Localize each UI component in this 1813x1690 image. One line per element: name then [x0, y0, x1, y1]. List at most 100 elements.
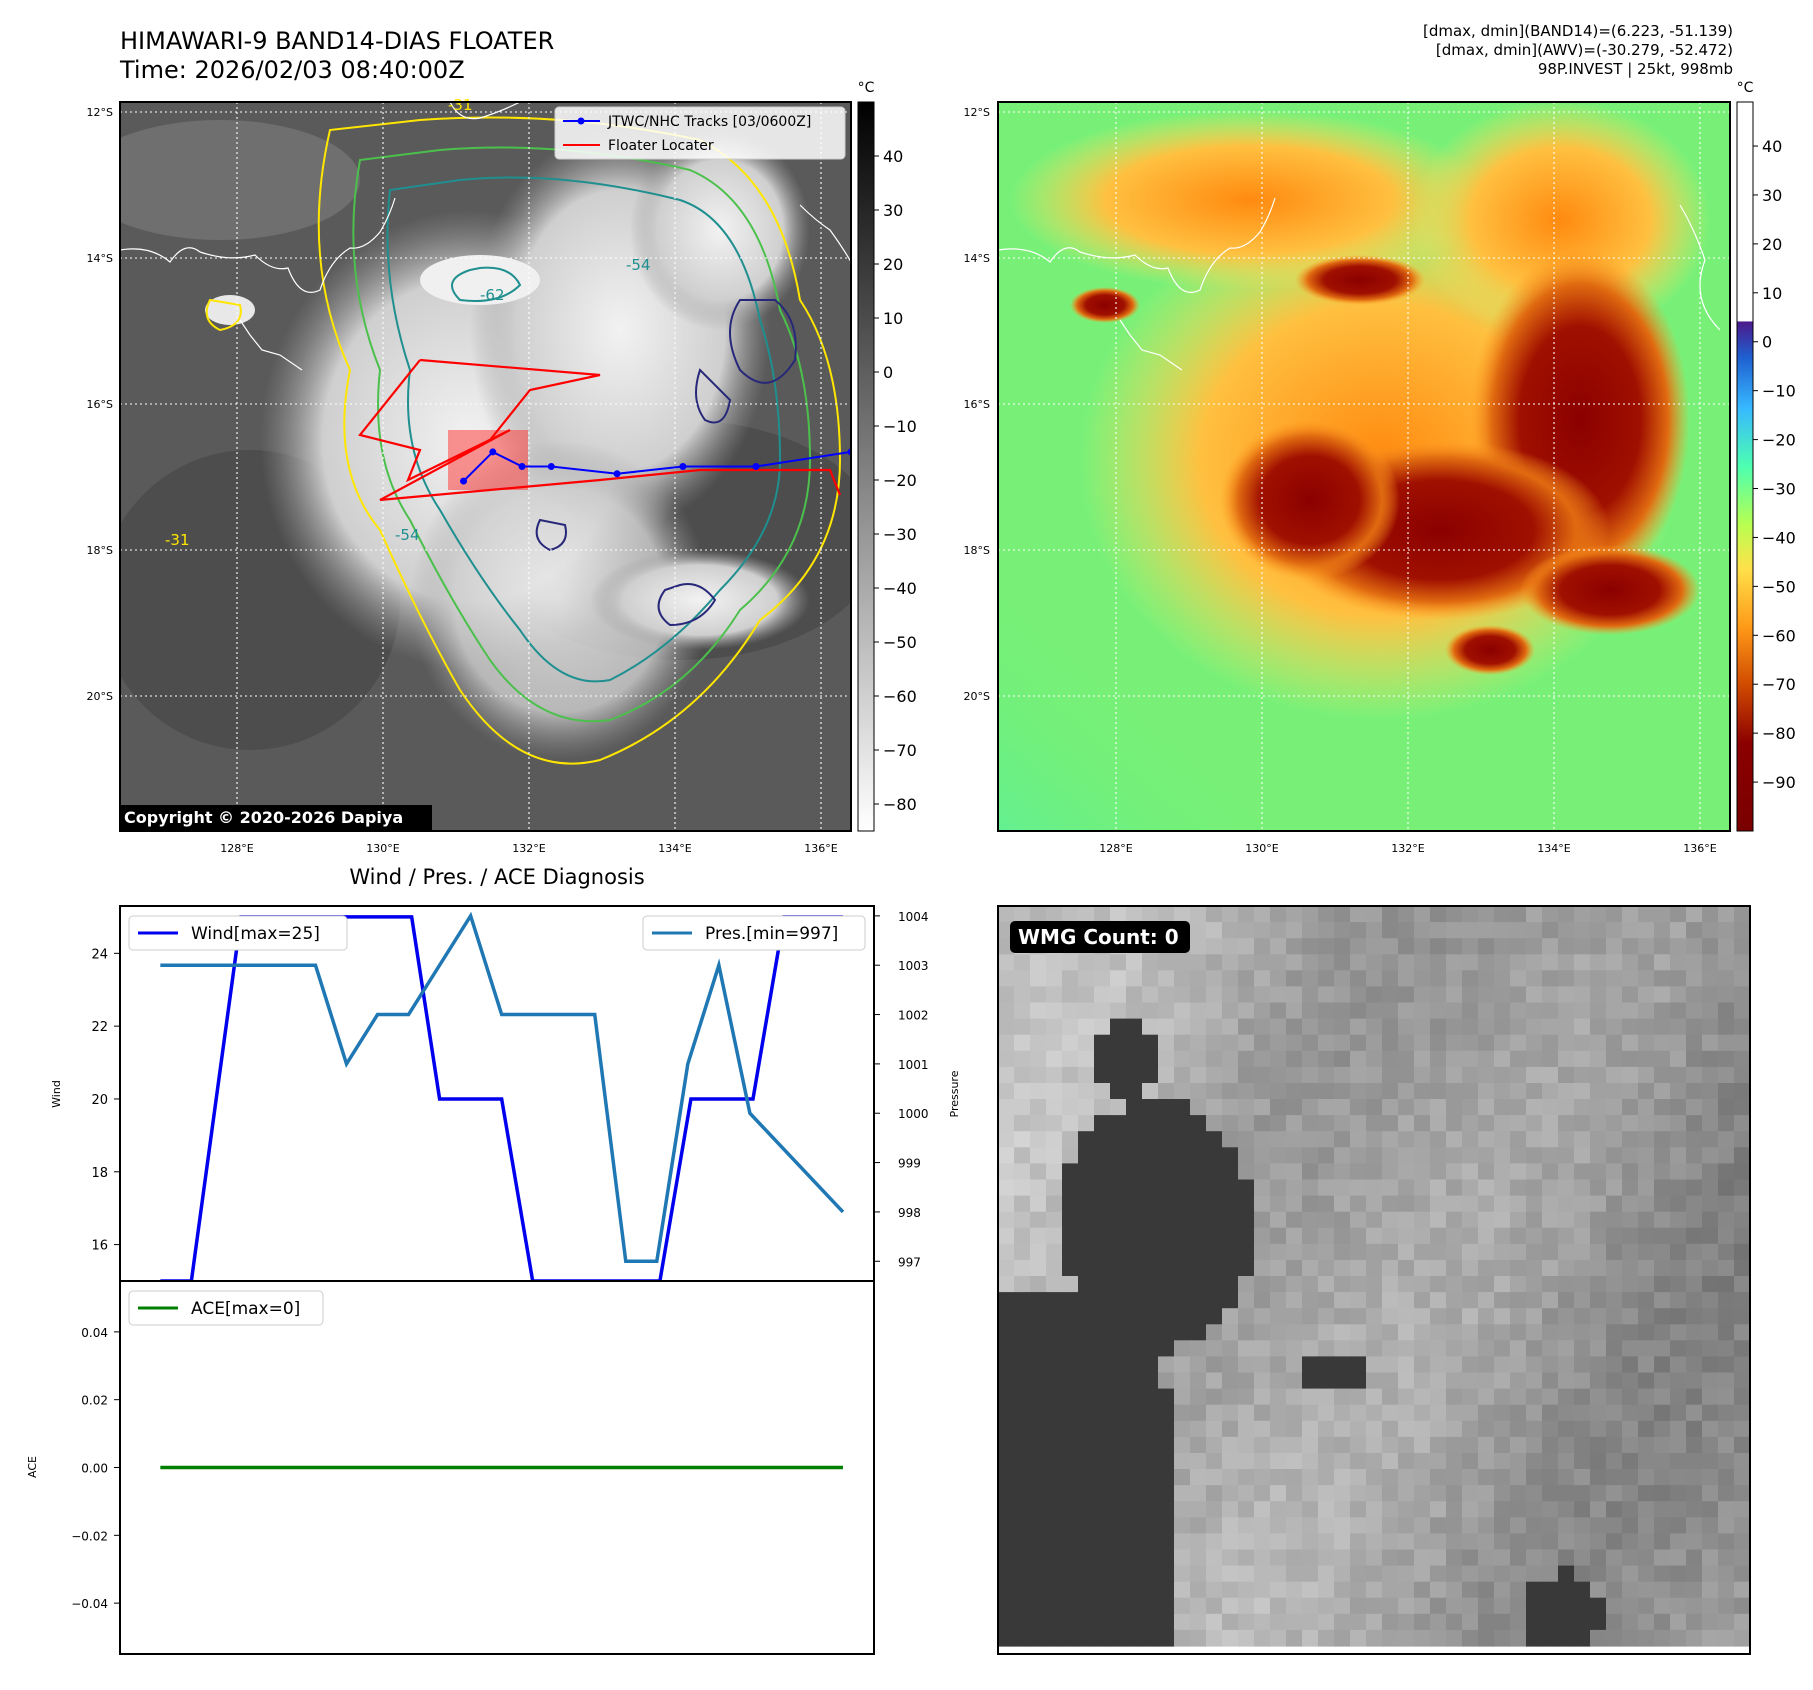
- wmg-pixel: [1302, 1597, 1319, 1615]
- wmg-pixel: [1174, 1147, 1191, 1164]
- wmg-pixel: [1686, 1420, 1703, 1438]
- wmg-pixel: [1014, 1083, 1031, 1100]
- wmg-pixel: [1398, 938, 1415, 955]
- wmg-pixel: [1606, 938, 1623, 955]
- wmg-pixel: [1046, 1453, 1063, 1470]
- wmg-pixel: [1446, 1179, 1463, 1197]
- wmg-pixel: [1238, 906, 1255, 923]
- wmg-pixel: [1590, 1292, 1607, 1309]
- wmg-pixel: [1206, 1388, 1223, 1406]
- wmg-pixel: [1174, 1597, 1191, 1615]
- wmg-pixel: [1558, 1549, 1575, 1567]
- wmg-pixel: [1158, 1227, 1175, 1245]
- wmg-pixel: [1622, 1276, 1639, 1293]
- colorbar-tick-label: −20: [1762, 431, 1796, 450]
- wmg-pixel: [1126, 1356, 1143, 1374]
- wmg-pixel: [1478, 1227, 1495, 1245]
- wmg-pixel: [1094, 1420, 1111, 1438]
- wmg-pixel: [1286, 1501, 1303, 1518]
- wmg-pixel: [1174, 1324, 1191, 1341]
- wmg-pixel: [998, 1485, 1015, 1502]
- wmg-pixel: [1142, 1099, 1159, 1116]
- wmg-pixel: [1094, 1292, 1111, 1309]
- wmg-pixel: [1366, 954, 1383, 971]
- wmg-pixel: [1014, 954, 1031, 971]
- wmg-pixel: [1366, 1565, 1383, 1583]
- wmg-pixel: [1190, 1308, 1207, 1325]
- wmg-pixel: [1478, 1613, 1495, 1631]
- wmg-pixel: [1478, 1517, 1495, 1534]
- wmg-pixel: [1078, 1517, 1095, 1534]
- wmg-pixel: [1142, 1613, 1159, 1631]
- wmg-pixel: [1558, 1324, 1575, 1341]
- wmg-pixel: [1046, 1549, 1063, 1567]
- wmg-pixel: [1574, 1163, 1591, 1181]
- wmg-pixel: [1414, 1565, 1431, 1583]
- wmg-pixel: [1158, 1066, 1175, 1084]
- wmg-pixel: [1734, 1597, 1751, 1615]
- wmg-pixel: [1606, 1581, 1623, 1599]
- wmg-pixel: [1270, 1469, 1287, 1486]
- wmg-pixel: [1238, 1388, 1255, 1406]
- wmg-pixel: [1238, 1517, 1255, 1534]
- wmg-pixel: [1526, 1533, 1543, 1551]
- wmg-pixel: [1494, 1436, 1511, 1454]
- wmg-pixel: [1350, 1629, 1367, 1647]
- wmg-pixel: [1414, 1099, 1431, 1116]
- wmg-pixel: [1318, 970, 1335, 987]
- wmg-pixel: [1558, 1372, 1575, 1390]
- header-stats: [dmax, dmin](BAND14)=(6.223, -51.139) [d…: [1423, 22, 1733, 79]
- wmg-pixel: [1638, 1436, 1655, 1454]
- wmg-pixel: [1462, 1195, 1479, 1213]
- wmg-pixel: [1030, 1308, 1047, 1325]
- wmg-pixel: [1702, 1211, 1719, 1229]
- wmg-pixel: [1382, 1243, 1399, 1261]
- wmg-pixel: [1542, 1453, 1559, 1470]
- wmg-pixel: [1110, 1324, 1127, 1341]
- wmg-pixel: [1686, 970, 1703, 987]
- wmg-pixel: [1430, 1259, 1447, 1277]
- wmg-pixel: [1270, 1597, 1287, 1615]
- wmg-pixel: [1206, 1420, 1223, 1438]
- wmg-pixel: [1702, 1131, 1719, 1148]
- wmg-pixel: [1654, 1147, 1671, 1164]
- wmg-pixel: [1542, 1195, 1559, 1213]
- wmg-pixel: [1286, 954, 1303, 971]
- wmg-pixel: [1542, 1002, 1559, 1020]
- wmg-pixel: [1654, 1227, 1671, 1245]
- lat-label: 14°S: [87, 252, 113, 265]
- wmg-pixel: [1446, 1469, 1463, 1486]
- wmg-pixel: [1606, 1597, 1623, 1615]
- wmg-pixel: [1014, 1533, 1031, 1551]
- wmg-pixel: [1590, 1501, 1607, 1518]
- wmg-pixel: [1030, 1629, 1047, 1647]
- wmg-pixel: [1350, 1420, 1367, 1438]
- wmg-pixel: [1190, 1453, 1207, 1470]
- wmg-pixel: [1110, 1099, 1127, 1116]
- lat-label: 16°S: [87, 398, 113, 411]
- wmg-pixel: [1558, 1436, 1575, 1454]
- wmg-pixel: [1590, 1388, 1607, 1406]
- wmg-pixel: [1302, 1002, 1319, 1020]
- wmg-pixel: [1062, 1629, 1079, 1647]
- wmg-pixel: [1430, 1227, 1447, 1245]
- wmg-pixel: [1286, 986, 1303, 1004]
- wmg-pixel: [1606, 1533, 1623, 1551]
- wmg-pixel: [1702, 1259, 1719, 1277]
- wmg-pixel: [1654, 1050, 1671, 1068]
- wmg-pixel: [1702, 1276, 1719, 1293]
- wmg-pixel: [1046, 1259, 1063, 1277]
- wmg-pixel: [1206, 1050, 1223, 1068]
- ace-ytick-label: 0.02: [81, 1394, 108, 1408]
- wmg-pixel: [1494, 938, 1511, 955]
- wmg-pixel: [1398, 1404, 1415, 1422]
- wmg-pixel: [1478, 1211, 1495, 1229]
- wmg-pixel: [1606, 1565, 1623, 1583]
- wmg-pixel: [1078, 1501, 1095, 1518]
- wmg-pixel: [1702, 906, 1719, 923]
- wmg-pixel: [1318, 1420, 1335, 1438]
- wmg-pixel: [1510, 1308, 1527, 1325]
- wmg-pixel: [1574, 1469, 1591, 1486]
